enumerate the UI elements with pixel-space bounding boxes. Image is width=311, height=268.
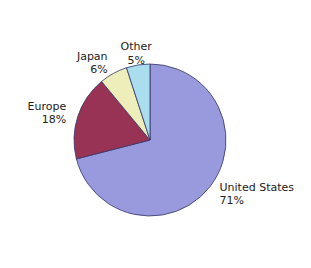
slice-label: United States71%: [220, 181, 295, 207]
label-category: United States: [220, 181, 295, 194]
label-value: 5%: [128, 54, 145, 67]
label-value: 6%: [90, 63, 107, 76]
labels: United States71% Europe18% Japan6% Other5%: [28, 40, 295, 207]
chart: United States71% Europe18% Japan6% Other5%: [0, 0, 311, 268]
slice-label: Other5%: [121, 40, 153, 66]
label-value: 71%: [220, 194, 244, 207]
pie: [74, 64, 226, 216]
label-value: 18%: [42, 113, 66, 126]
slice: [127, 64, 150, 140]
label-category: Other: [121, 40, 153, 53]
slice-label: Japan6%: [76, 50, 108, 76]
slice-label: Europe18%: [28, 100, 67, 126]
label-category: Japan: [76, 50, 108, 63]
label-category: Europe: [28, 100, 67, 113]
